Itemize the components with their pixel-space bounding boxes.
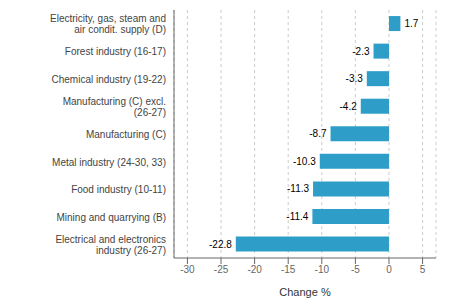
svg-text:-4.2: -4.2 — [340, 101, 358, 112]
svg-text:-22.8: -22.8 — [209, 239, 232, 250]
svg-text:Chemical industry (19-22): Chemical industry (19-22) — [52, 73, 167, 84]
svg-text:Mining and quarrying (B): Mining and quarrying (B) — [57, 211, 167, 222]
svg-text:-11.4: -11.4 — [286, 211, 308, 222]
svg-text:Change %: Change % — [279, 286, 331, 298]
svg-text:-10: -10 — [315, 264, 330, 275]
svg-text:-3.3: -3.3 — [346, 73, 364, 84]
svg-text:-11.3: -11.3 — [287, 183, 309, 194]
svg-text:Metal industry (24-30, 33): Metal industry (24-30, 33) — [52, 156, 166, 167]
svg-text:5: 5 — [420, 264, 426, 275]
svg-text:0: 0 — [386, 264, 392, 275]
svg-text:-30: -30 — [180, 264, 195, 275]
svg-text:Forest industry (16-17): Forest industry (16-17) — [65, 46, 166, 57]
svg-text:Manufacturing (C) excl.(26-27): Manufacturing (C) excl.(26-27) — [63, 95, 166, 117]
svg-text:Food industry (10-11): Food industry (10-11) — [71, 184, 166, 195]
svg-text:-8.7: -8.7 — [309, 128, 327, 139]
svg-text:-25: -25 — [214, 264, 229, 275]
svg-text:1.7: 1.7 — [404, 18, 418, 29]
svg-text:-20: -20 — [247, 264, 262, 275]
svg-text:-5: -5 — [351, 264, 360, 275]
svg-text:-10.3: -10.3 — [293, 156, 316, 167]
svg-text:-2.3: -2.3 — [352, 46, 370, 57]
svg-text:Electrical and electronicsindu: Electrical and electronicsindustry (26-2… — [55, 233, 166, 255]
svg-text:Electricity, gas, steam andair: Electricity, gas, steam andair condit. s… — [50, 13, 166, 35]
svg-text:Manufacturing (C): Manufacturing (C) — [86, 129, 166, 140]
svg-text:-15: -15 — [281, 264, 296, 275]
